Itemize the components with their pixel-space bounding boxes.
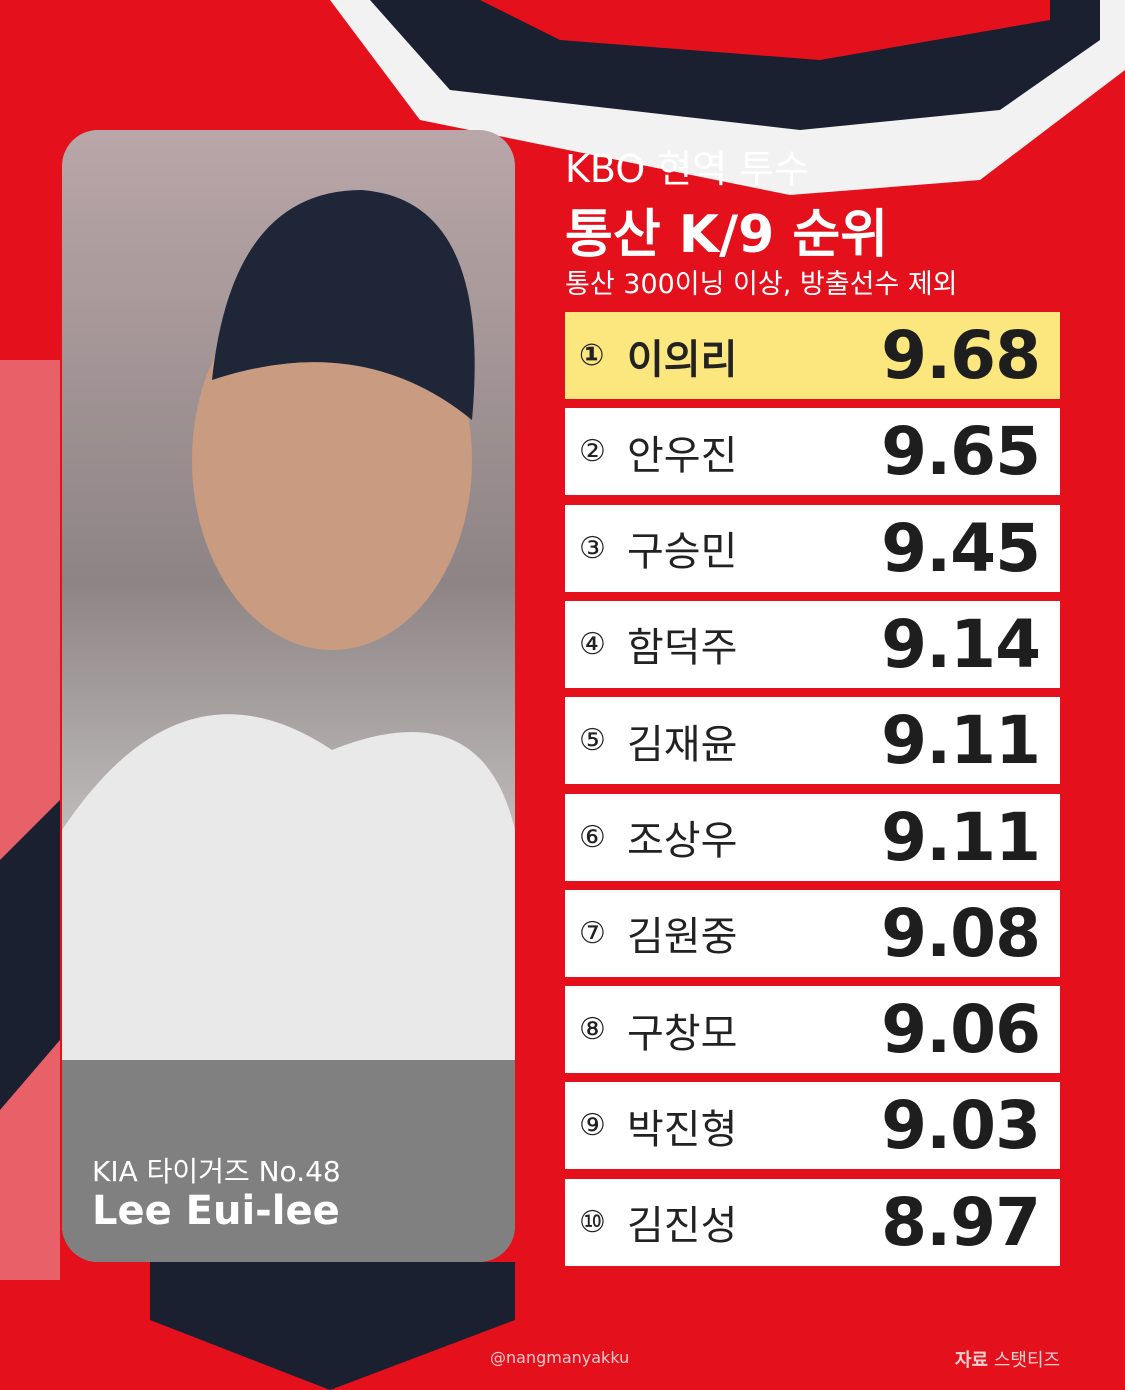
pitcher-name: 구창모 xyxy=(627,1010,738,1057)
rank: ⑨ xyxy=(579,1108,606,1144)
pitcher-name: 조상우 xyxy=(627,818,738,864)
rank: ① xyxy=(579,338,605,373)
chevron-red xyxy=(480,0,1050,60)
ranking-row: ⑤ 김재윤 9.11 xyxy=(565,697,1060,785)
ranking-row: ① 이의리 9.68 xyxy=(565,312,1060,399)
player-name: Lee Eui-lee xyxy=(92,1188,340,1234)
ranking-row: ⑥ 조상우 9.11 xyxy=(565,793,1060,881)
pitcher-name: 김진성 xyxy=(627,1203,738,1250)
k9-value: 9.03 xyxy=(881,1087,1041,1165)
rank: ⑦ xyxy=(579,915,606,951)
pitcher-name: 이의리 xyxy=(627,336,738,383)
header-line: KBO 현역 투수 xyxy=(565,147,810,191)
ranking-row: ③ 구승민 9.45 xyxy=(565,504,1060,592)
pitcher-name: 함덕주 xyxy=(627,625,738,672)
left-stripe xyxy=(0,800,60,1110)
handle: @nangmanyakku xyxy=(490,1348,630,1367)
pitcher-name: 박진형 xyxy=(627,1106,738,1153)
rank: ⑧ xyxy=(579,1012,606,1048)
k9-value: 9.45 xyxy=(881,509,1041,587)
rank: ⑩ xyxy=(579,1204,606,1240)
rank: ④ xyxy=(579,626,606,662)
source-name: 스탯티즈 xyxy=(993,1350,1061,1371)
rank: ⑤ xyxy=(579,723,606,759)
cap xyxy=(212,190,475,420)
bottom-chevron xyxy=(150,1262,515,1390)
k9-value: 9.68 xyxy=(881,317,1041,394)
ranking-row: ⑨ 박진형 9.03 xyxy=(565,1082,1060,1170)
pitcher-name: 김원중 xyxy=(627,914,738,961)
source-label: 자료 xyxy=(955,1350,989,1371)
k9-value: 9.06 xyxy=(881,991,1041,1069)
ranking-row: ⑦ 김원중 9.08 xyxy=(565,889,1060,977)
k9-value: 9.11 xyxy=(881,702,1041,780)
pitcher-name: 구승민 xyxy=(627,529,738,576)
pitcher-name: 안우진 xyxy=(627,432,738,479)
player-figure xyxy=(62,190,515,1262)
ranking-row: ⑧ 구창모 9.06 xyxy=(565,986,1060,1074)
source: 자료 스탯티즈 xyxy=(955,1346,1060,1372)
header-subtitle: 통산 300이닝 이상, 방출선수 제외 xyxy=(565,269,958,300)
caption-shade xyxy=(62,1060,515,1262)
photo-caption: KIA 타이거즈 No.48 xyxy=(92,1155,341,1188)
pitcher-name: 김재윤 xyxy=(627,721,738,768)
player-photo: KIA 타이거즈 No.48 Lee Eui-lee xyxy=(62,130,515,1262)
rank: ② xyxy=(579,434,606,470)
ranking-row: ② 안우진 9.65 xyxy=(565,408,1060,496)
k9-value: 9.14 xyxy=(881,605,1041,683)
ranking-row: ④ 함덕주 9.14 xyxy=(565,600,1060,688)
k9-value: 9.08 xyxy=(881,894,1041,972)
k9-value: 9.65 xyxy=(881,413,1041,491)
rank: ⑥ xyxy=(579,819,606,855)
k9-value: 8.97 xyxy=(881,1183,1041,1261)
jersey xyxy=(62,714,515,1262)
k9-value: 9.11 xyxy=(881,798,1041,876)
rank: ③ xyxy=(579,530,606,566)
header-title: 통산 K/9 순위 xyxy=(565,205,889,265)
ranking-row: ⑩ 김진성 8.97 xyxy=(565,1178,1060,1266)
